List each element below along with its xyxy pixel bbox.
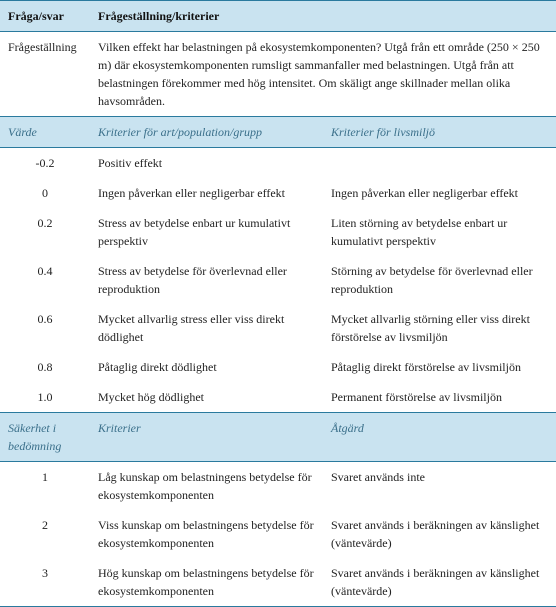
criteria-a: Positiv effekt <box>90 148 323 179</box>
table-row: 1 Låg kunskap om belastningens betydelse… <box>0 462 556 511</box>
value-cell: 0 <box>0 178 90 208</box>
criteria-b: Ingen påverkan eller negligerbar effekt <box>323 178 556 208</box>
table-row: 1.0 Mycket hög dödlighet Permanent först… <box>0 382 556 413</box>
question-text: Vilken effekt har belastningen på ekosys… <box>90 32 556 117</box>
criteria-a: Stress av betydelse enbart ur kumulativt… <box>90 208 323 256</box>
criteria-a: Mycket hög dödlighet <box>90 382 323 413</box>
criteria-a: Låg kunskap om belastningens betydelse f… <box>90 462 323 511</box>
sub2-c3: Åtgärd <box>323 413 556 462</box>
sub1-c1: Värde <box>0 117 90 148</box>
header-col-2: Frågeställning/kriterier <box>90 1 556 32</box>
value-cell: -0.2 <box>0 148 90 179</box>
table-row: 0 Ingen påverkan eller negligerbar effek… <box>0 178 556 208</box>
sub2-c1: Säkerhet i bedömning <box>0 413 90 462</box>
sub2-c2: Kriterier <box>90 413 323 462</box>
value-cell: 0.6 <box>0 304 90 352</box>
table-row: -0.2 Positiv effekt <box>0 148 556 179</box>
subheader-1: Värde Kriterier för art/population/grupp… <box>0 117 556 148</box>
value-cell: 0.4 <box>0 256 90 304</box>
question-row: Frågeställning Vilken effekt har belastn… <box>0 32 556 117</box>
table-row: 0.4 Stress av betydelse för överlevnad e… <box>0 256 556 304</box>
criteria-a: Viss kunskap om belastningens betydelse … <box>90 510 323 558</box>
criteria-a: Ingen påverkan eller negligerbar effekt <box>90 178 323 208</box>
table-row: 0.6 Mycket allvarlig stress eller viss d… <box>0 304 556 352</box>
criteria-b: Permanent förstörelse av livsmiljön <box>323 382 556 413</box>
sub1-c2: Kriterier för art/population/grupp <box>90 117 323 148</box>
criteria-a: Hög kunskap om belastningens betydelse f… <box>90 558 323 607</box>
value-cell: 0.8 <box>0 352 90 382</box>
value-cell: 0.2 <box>0 208 90 256</box>
header-col-1: Fråga/svar <box>0 1 90 32</box>
criteria-a: Mycket allvarlig stress eller viss direk… <box>90 304 323 352</box>
criteria-b <box>323 148 556 179</box>
value-cell: 1.0 <box>0 382 90 413</box>
criteria-b: Mycket allvarlig störning eller viss dir… <box>323 304 556 352</box>
value-cell: 3 <box>0 558 90 607</box>
criteria-a: Påtaglig direkt dödlighet <box>90 352 323 382</box>
criteria-b: Svaret används i beräkningen av känsligh… <box>323 510 556 558</box>
criteria-b: Liten störning av betydelse enbart ur ku… <box>323 208 556 256</box>
criteria-table: Fråga/svar Frågeställning/kriterier Fråg… <box>0 0 556 607</box>
criteria-b: Påtaglig direkt förstörelse av livsmiljö… <box>323 352 556 382</box>
table-row: 2 Viss kunskap om belastningens betydels… <box>0 510 556 558</box>
table-header-row: Fråga/svar Frågeställning/kriterier <box>0 1 556 32</box>
value-cell: 2 <box>0 510 90 558</box>
criteria-a: Stress av betydelse för överlevnad eller… <box>90 256 323 304</box>
table-row: 0.2 Stress av betydelse enbart ur kumula… <box>0 208 556 256</box>
table-row: 0.8 Påtaglig direkt dödlighet Påtaglig d… <box>0 352 556 382</box>
value-cell: 1 <box>0 462 90 511</box>
criteria-b: Svaret används i beräkningen av känsligh… <box>323 558 556 607</box>
table-row: 3 Hög kunskap om belastningens betydelse… <box>0 558 556 607</box>
question-label: Frågeställning <box>0 32 90 117</box>
subheader-2: Säkerhet i bedömning Kriterier Åtgärd <box>0 413 556 462</box>
criteria-b: Svaret används inte <box>323 462 556 511</box>
sub1-c3: Kriterier för livsmiljö <box>323 117 556 148</box>
criteria-b: Störning av betydelse för överlevnad ell… <box>323 256 556 304</box>
